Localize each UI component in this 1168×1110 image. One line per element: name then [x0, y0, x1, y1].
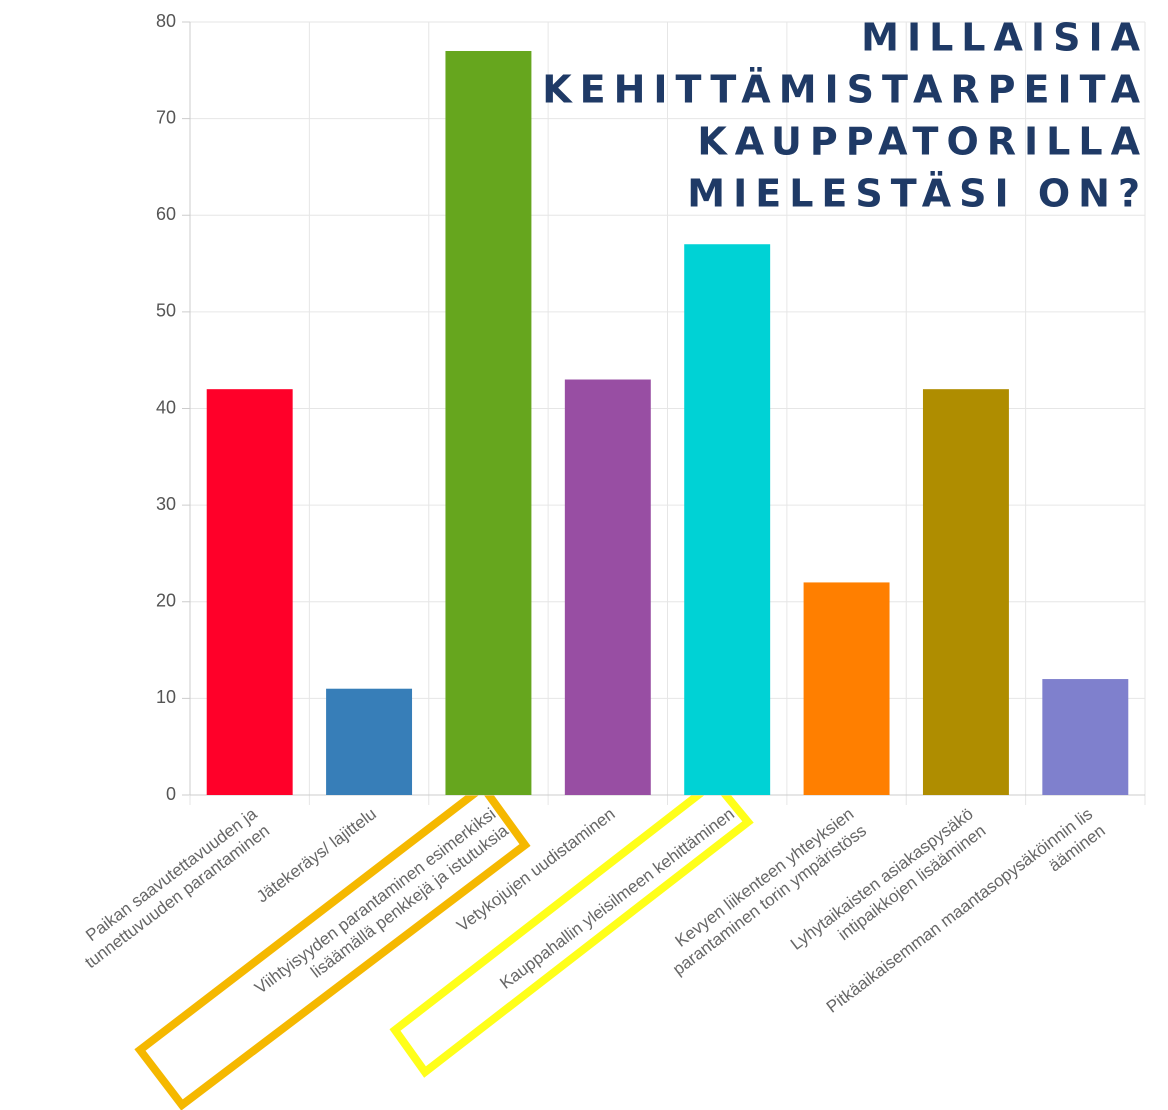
y-tick-label: 20 — [156, 591, 176, 611]
bar — [564, 379, 651, 795]
y-tick-label: 70 — [156, 107, 176, 127]
x-tick-label-line: Kauppahallin yleisilmeen kehittäminen — [497, 805, 739, 994]
x-tick-label-line: Jätekeräys/ lajittelu — [253, 805, 380, 907]
chart-title: KEHITTÄMISTARPEITA — [542, 68, 1148, 112]
chart-title: MIELESTÄSI ON? — [687, 172, 1148, 216]
bar — [922, 389, 1009, 795]
x-tick-label-line: Paikan saavutettavuuden ja — [83, 804, 262, 945]
x-tick-label: Jätekeräys/ lajittelu — [253, 805, 380, 907]
bar — [206, 389, 293, 795]
chart-title: KAUPPATORILLA — [697, 120, 1148, 164]
x-tick-label-line: Viihtyisyyden parantaminen esimerkiksi — [251, 805, 499, 999]
highlight-box — [134, 781, 531, 1110]
y-tick-label: 50 — [156, 301, 176, 321]
x-tick-label: Kauppahallin yleisilmeen kehittäminen — [497, 805, 739, 994]
bar — [1042, 679, 1129, 795]
y-tick-label: 30 — [156, 494, 176, 514]
y-tick-label: 40 — [156, 397, 176, 417]
x-tick-label-line: tunnettuvuuden parantaminen — [82, 821, 274, 972]
bar — [326, 688, 413, 795]
x-tick-label: Paikan saavutettavuuden jatunnettuvuuden… — [69, 804, 274, 972]
bar — [684, 244, 771, 796]
highlight-box — [389, 776, 754, 1078]
bar — [803, 582, 890, 795]
y-tick-label: 80 — [156, 11, 176, 31]
plot: 0 10 20 30 40 50 60 70 80 Paikan saavutettavuuden… — [69, 11, 1148, 1017]
y-tick-label: 10 — [156, 687, 176, 707]
bar — [445, 50, 532, 796]
x-tick-label: Kevyen liikenteen yhteyksienparantaminen… — [657, 805, 870, 980]
y-tick-label: 0 — [166, 784, 176, 804]
y-tick-label: 60 — [156, 204, 176, 224]
chart-title: MILLAISIA — [861, 16, 1148, 60]
